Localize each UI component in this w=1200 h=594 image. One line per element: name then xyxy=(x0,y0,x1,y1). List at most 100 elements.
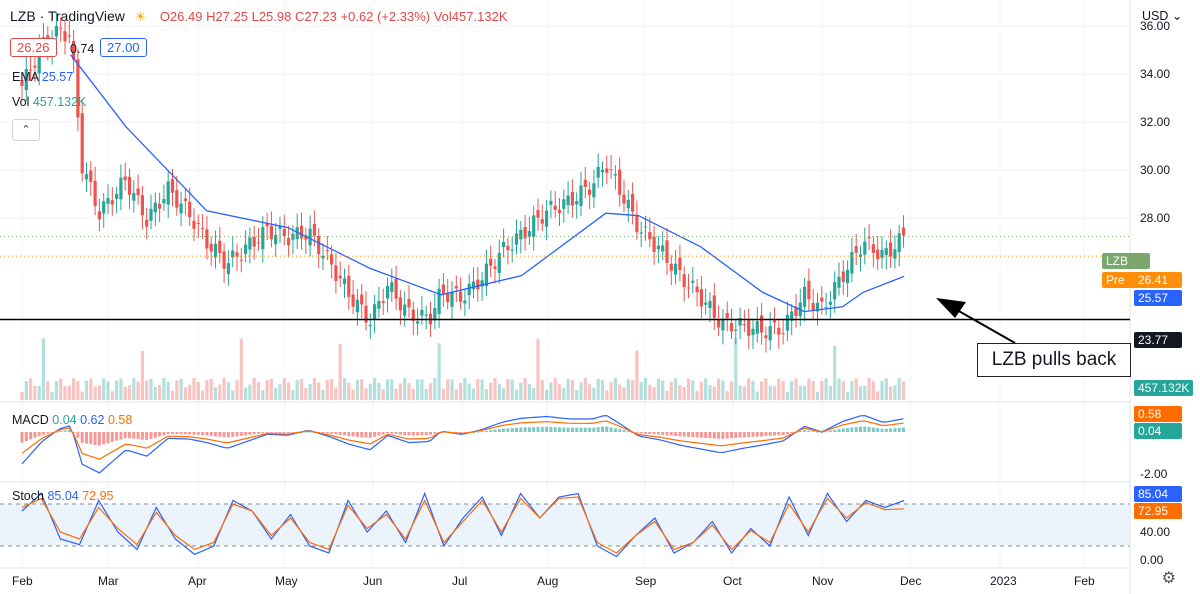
volume-bar xyxy=(489,382,493,400)
macd-histogram-bar xyxy=(136,432,140,440)
macd-histogram-bar xyxy=(407,432,411,436)
candle-body xyxy=(368,324,372,327)
macd-histogram-bar xyxy=(459,432,463,433)
candle-body xyxy=(80,113,84,174)
macd-histogram-bar xyxy=(613,428,617,432)
candle-body xyxy=(549,200,553,205)
candle-body xyxy=(351,294,355,307)
candle-body xyxy=(854,246,858,253)
candle-body xyxy=(454,286,458,289)
candle-body xyxy=(459,291,463,302)
volume-bar xyxy=(553,378,557,400)
market-status-icon: ☀ xyxy=(134,9,147,24)
candle-body xyxy=(704,302,708,305)
volume-bar xyxy=(84,380,89,400)
volume-bar xyxy=(394,388,398,400)
macd-histogram-bar xyxy=(308,431,312,433)
volume-bar xyxy=(665,390,669,400)
volume-bar xyxy=(446,379,450,400)
collapse-legend-button[interactable]: ⌃ xyxy=(12,119,40,141)
candle-body xyxy=(575,201,579,205)
candle-body xyxy=(510,249,514,251)
volume-bar xyxy=(364,388,368,400)
volume-bar xyxy=(179,378,183,400)
macd-histogram-bar xyxy=(330,432,334,434)
macd-histogram-bar xyxy=(85,432,88,444)
volume-bar xyxy=(510,379,514,400)
volume-bar xyxy=(102,378,106,400)
candle-body xyxy=(622,194,626,204)
ema-line-path xyxy=(70,54,905,313)
candle-body xyxy=(532,215,536,237)
candle-body xyxy=(691,280,695,283)
candle-body xyxy=(760,315,764,333)
volume-bar xyxy=(20,392,24,400)
macd-histogram-bar xyxy=(515,427,518,432)
volume-bar xyxy=(846,391,850,400)
candle-body xyxy=(876,249,880,260)
volume-bar xyxy=(781,380,785,400)
volume-bar xyxy=(338,343,342,400)
volume-bar xyxy=(506,379,510,400)
macd-histogram-bar xyxy=(343,432,346,436)
macd-histogram-bar xyxy=(158,432,162,437)
volume-bar xyxy=(145,380,149,400)
volume-bar xyxy=(37,385,41,400)
volume-bar xyxy=(656,378,660,400)
volume-bar xyxy=(790,381,794,400)
volume-bar xyxy=(648,384,652,400)
candle-body xyxy=(76,59,80,118)
macd-histogram-bar xyxy=(171,432,174,435)
macd-legend-label: MACD xyxy=(12,413,49,427)
macd-histogram-bar xyxy=(536,427,540,432)
macd-histogram-bar xyxy=(347,432,351,437)
time-tick-label: Jul xyxy=(452,574,467,588)
candle-body xyxy=(553,205,557,210)
macd-histogram-bar xyxy=(282,432,286,434)
candle-body xyxy=(863,241,867,255)
candle-body xyxy=(330,254,334,265)
volume-tag: 457.132K xyxy=(1134,380,1194,396)
candle-body xyxy=(231,250,235,258)
candle-body xyxy=(889,242,893,257)
candle-body xyxy=(377,301,381,309)
currency-selector[interactable]: USD ⌄ xyxy=(1142,8,1182,23)
candle-body xyxy=(502,242,506,248)
candle-body xyxy=(717,319,721,328)
macd-histogram-bar xyxy=(691,432,695,438)
candle-body xyxy=(149,208,153,221)
volume-bar xyxy=(471,388,476,400)
chart-header: LZB · TradingView ☀ O26.49 H27.25 L25.98… xyxy=(10,8,507,25)
macd-histogram-bar xyxy=(201,432,205,436)
stoch-legend: Stoch 85.04 72.95 xyxy=(12,489,114,503)
volume-bar xyxy=(183,387,187,400)
candle-body xyxy=(175,190,179,208)
macd-histogram-bar xyxy=(519,427,523,432)
volume-bar xyxy=(428,383,433,400)
sell-button[interactable]: 26.26 xyxy=(10,38,57,57)
macd-histogram-bar xyxy=(859,426,862,432)
candle-body xyxy=(110,200,114,205)
candle-body xyxy=(424,314,428,316)
candle-body xyxy=(497,253,501,273)
macd-histogram-bar xyxy=(850,427,854,432)
candle-body xyxy=(837,276,841,288)
macd-histogram-bar xyxy=(510,428,514,432)
volume-bar xyxy=(613,378,617,400)
volume-bar xyxy=(222,378,226,400)
volume-bar xyxy=(67,385,71,400)
vol-legend-value: 457.132K xyxy=(32,95,87,109)
gear-icon[interactable]: ⚙ xyxy=(1161,570,1176,587)
volume-bar xyxy=(119,378,123,400)
macd-histogram-bar xyxy=(558,427,561,432)
volume-bar xyxy=(545,389,549,400)
macd-histogram-bar xyxy=(166,432,170,435)
macd-histogram-bar xyxy=(712,432,716,439)
volume-bar xyxy=(626,378,630,400)
macd-histogram-bar xyxy=(472,431,475,433)
macd-histogram-bar xyxy=(214,432,217,437)
symbol-title: LZB · TradingView xyxy=(10,8,125,24)
buy-button[interactable]: 27.00 xyxy=(100,38,147,57)
